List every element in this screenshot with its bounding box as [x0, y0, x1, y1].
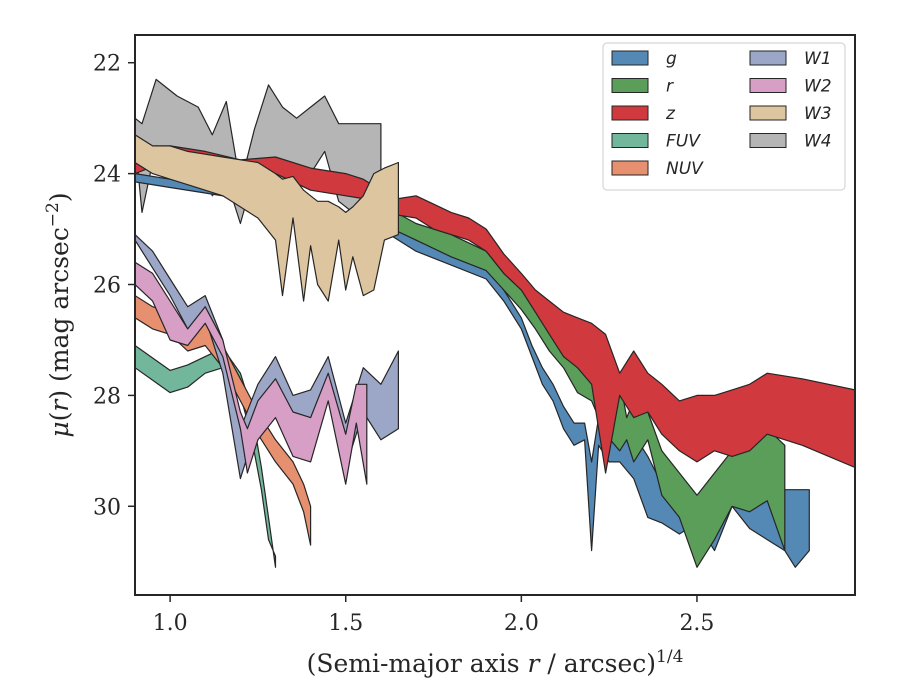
legend-label-g: g — [666, 49, 677, 69]
axes-frame — [134, 34, 856, 596]
band-w3 — [135, 134, 399, 302]
y-tick-label: 28 — [93, 384, 121, 409]
x-tick-label: 2.5 — [679, 611, 714, 636]
x-tick-label: 1.5 — [328, 611, 363, 636]
profile-bands — [135, 78, 855, 568]
axis-ticks: 1.0 1.5 2.0 2.5 22 24 26 28 30 — [93, 52, 714, 636]
legend-swatch-r — [611, 78, 649, 93]
legend-swatch-fuv — [611, 133, 649, 148]
y-tick-label: 24 — [93, 163, 121, 188]
legend-swatch-w3 — [749, 105, 787, 121]
legend-swatch-w1 — [749, 50, 787, 66]
x-tick-label: 2.0 — [504, 611, 539, 636]
band-fuv — [135, 344, 277, 568]
legend-swatch-w2 — [749, 78, 787, 93]
legend-label-fuv: FUV — [666, 132, 701, 152]
legend-label-w4: W4 — [804, 132, 832, 152]
band-w2 — [135, 261, 368, 485]
band-g — [135, 173, 810, 568]
band-z — [135, 145, 855, 474]
legend: grz FUV NUV W1 W2 W3 W4 — [602, 42, 846, 191]
x-axis-label: (Semi-major axis r / arcsec)1/4 — [307, 647, 684, 678]
legend-swatch-g — [611, 50, 649, 66]
y-axis-label: μ(r) (mag arcsec−2) — [43, 192, 74, 437]
y-tick-label: 26 — [93, 274, 121, 299]
legend-label-nuv: NUV — [666, 159, 704, 179]
legend-label-r: r — [666, 77, 674, 97]
legend-label-z: z — [665, 104, 676, 124]
legend-swatch-nuv — [611, 160, 649, 176]
legend-swatch-w4 — [749, 133, 787, 148]
y-tick-label: 22 — [93, 52, 121, 77]
x-tick-label: 1.0 — [153, 611, 188, 636]
legend-swatch-z — [611, 105, 649, 121]
y-tick-label: 30 — [93, 495, 121, 520]
legend-label-w1: W1 — [804, 49, 832, 69]
legend-label-w2: W2 — [804, 77, 832, 97]
legend-label-w3: W3 — [804, 104, 832, 124]
